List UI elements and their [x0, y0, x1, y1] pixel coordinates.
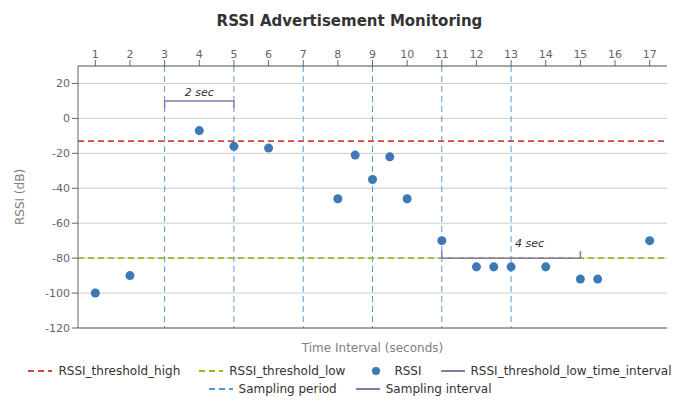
- svg-text:1: 1: [92, 48, 99, 61]
- svg-text:11: 11: [435, 48, 449, 61]
- svg-text:15: 15: [573, 48, 587, 61]
- svg-text:9: 9: [369, 48, 376, 61]
- svg-text:-80: -80: [52, 252, 70, 265]
- svg-text:4 sec: 4 sec: [515, 237, 544, 250]
- svg-text:2: 2: [126, 48, 133, 61]
- svg-text:-120: -120: [45, 322, 70, 335]
- svg-text:2 sec: 2 sec: [185, 86, 214, 99]
- svg-text:13: 13: [504, 48, 518, 61]
- svg-text:0: 0: [63, 112, 70, 125]
- svg-text:17: 17: [643, 48, 657, 61]
- svg-text:8: 8: [334, 48, 341, 61]
- html-text:RSSI_threshold_low: RSSI_threshold_low: [229, 364, 346, 378]
- svg-text:Time Interval (seconds): Time Interval (seconds): [301, 341, 443, 355]
- svg-text:5: 5: [230, 48, 237, 61]
- html-text:Sampling period: Sampling period: [238, 382, 337, 396]
- svg-text:14: 14: [539, 48, 553, 61]
- svg-text:7: 7: [300, 48, 307, 61]
- svg-text:-60: -60: [52, 217, 70, 230]
- svg-text:4: 4: [196, 48, 203, 61]
- svg-text:-20: -20: [52, 147, 70, 160]
- svg-text:20: 20: [56, 77, 70, 90]
- svg-text:6: 6: [265, 48, 272, 61]
- svg-text:-40: -40: [52, 182, 70, 195]
- svg-text:3: 3: [161, 48, 168, 61]
- svg-text:RSSI (dB): RSSI (dB): [13, 169, 27, 225]
- svg-text:12: 12: [469, 48, 483, 61]
- html-text:Sampling interval: Sampling interval: [385, 382, 492, 396]
- svg-text:-100: -100: [45, 287, 70, 300]
- html-text:RSSI_threshold_low_time_interv: RSSI_threshold_low_time_interval: [470, 364, 672, 378]
- html-text:RSSI_threshold_high: RSSI_threshold_high: [58, 364, 181, 378]
- svg-text:16: 16: [608, 48, 622, 61]
- svg-text:10: 10: [400, 48, 414, 61]
- html-text:RSSI: RSSI: [394, 364, 422, 378]
- html-text:RSSI Advertisement Monitoring: RSSI Advertisement Monitoring: [216, 12, 483, 30]
